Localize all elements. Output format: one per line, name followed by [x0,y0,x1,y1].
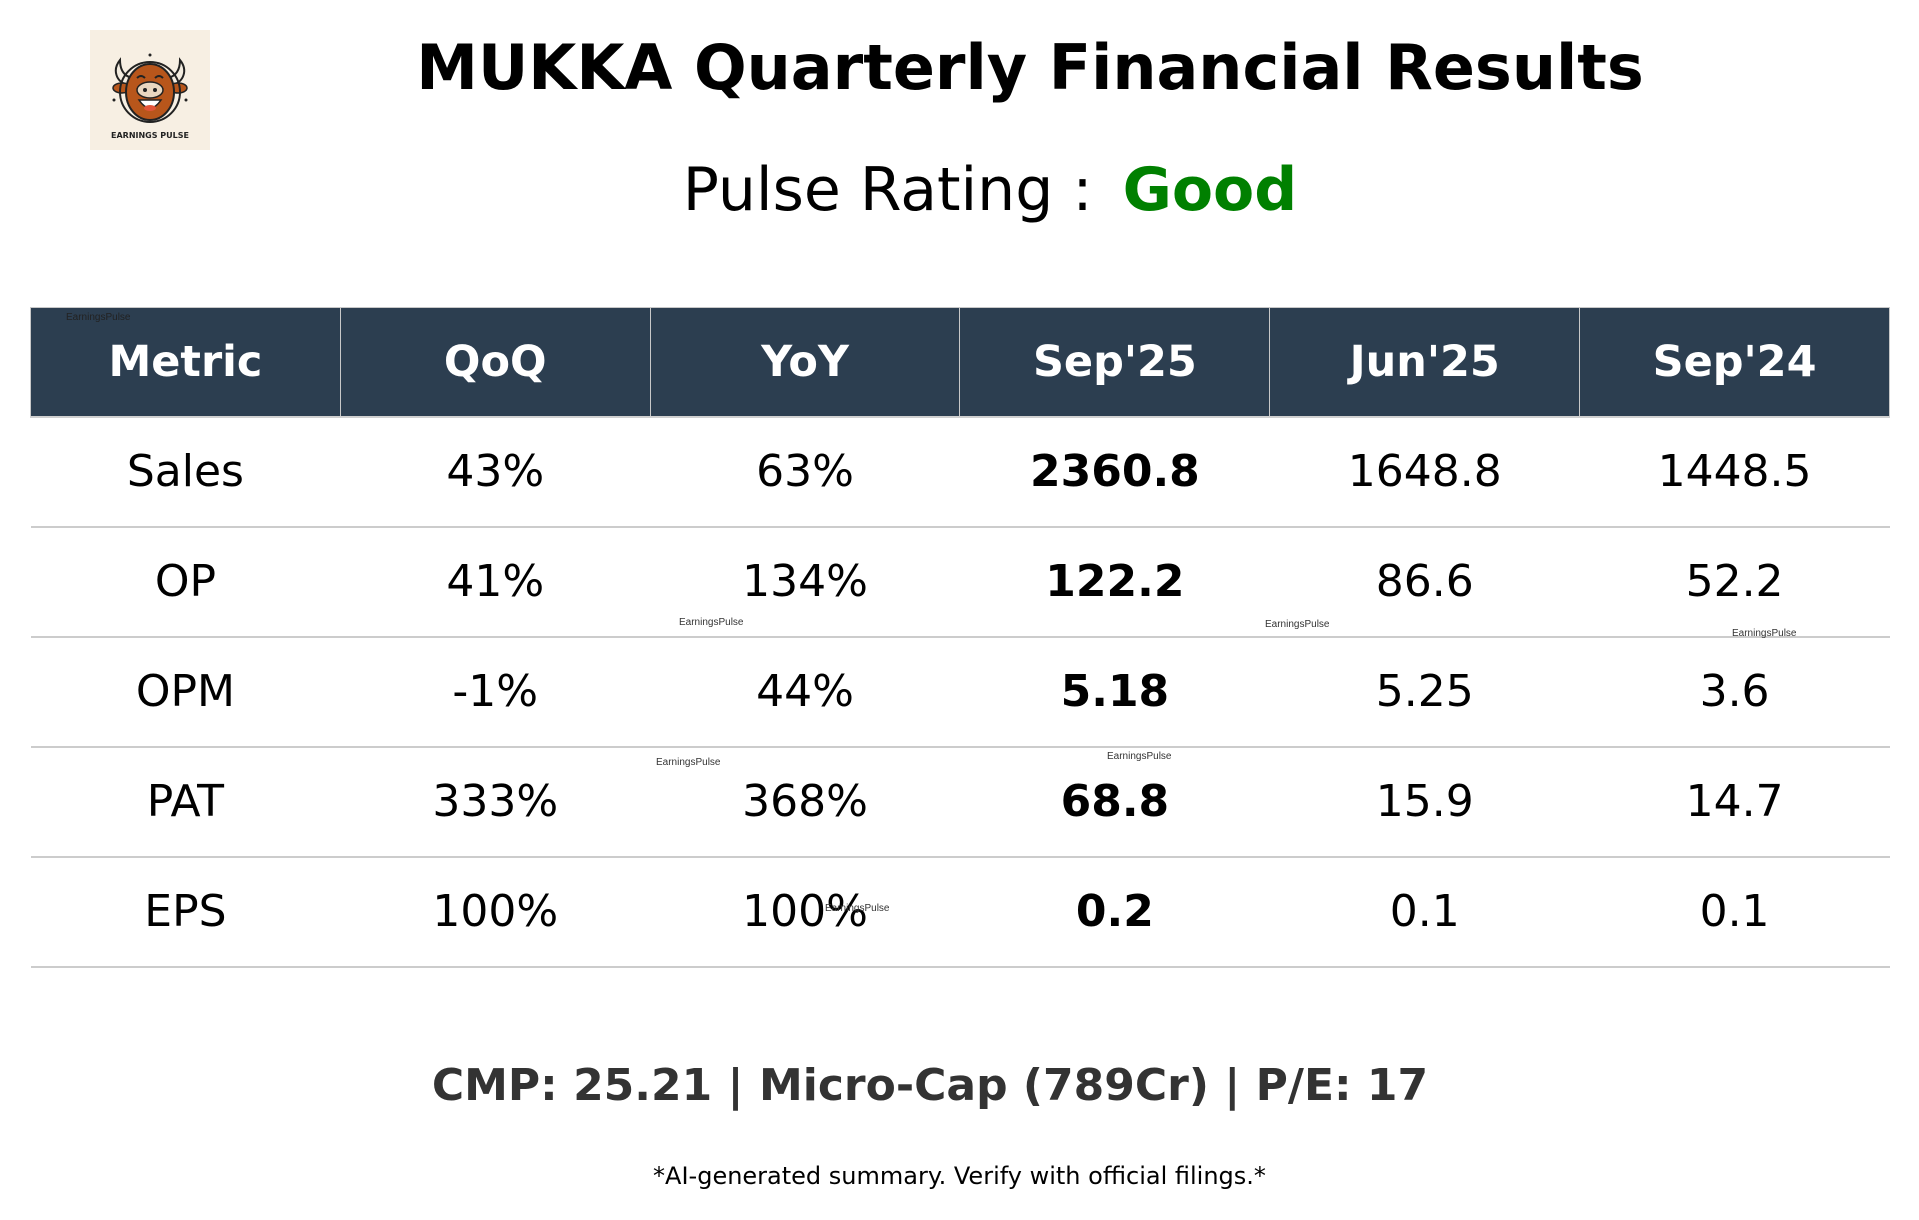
table-row: PAT 333% 368% 68.8 15.9 14.7 [30,746,1890,858]
metric-cell: Sales [30,416,341,528]
table-row: Sales 43% 63% 2360.8 1648.8 1448.5 [30,416,1890,528]
yoy-cell: 368% [650,746,960,858]
disclaimer: *AI-generated summary. Verify with offic… [653,1162,1266,1190]
metric-cell: PAT [30,746,341,858]
sep25-cell: 0.2 [959,856,1270,968]
watermark-text: EarningsPulse [66,312,131,323]
sep24-cell: 52.2 [1579,526,1890,638]
svg-text:EARNINGS PULSE: EARNINGS PULSE [111,131,189,140]
results-table: Metric QoQ YoY Sep'25 Jun'25 Sep'24 Sale… [30,307,1890,968]
jun25-cell: 5.25 [1269,636,1580,748]
sep25-cell: 2360.8 [959,416,1270,528]
pulse-rating-label: Pulse Rating : [682,155,1093,225]
market-summary: CMP: 25.21 | Micro-Cap (789Cr) | P/E: 17 [431,1060,1429,1111]
table-row: OP 41% 134% 122.2 86.6 52.2 [30,526,1890,638]
jun25-cell: 1648.8 [1269,416,1580,528]
table-row: OPM -1% 44% 5.18 5.25 3.6 [30,636,1890,748]
yoy-cell: 134% [650,526,960,638]
pulse-rating-value: Good [1122,155,1298,225]
column-header-jun25: Jun'25 [1269,307,1580,418]
sep24-cell: 3.6 [1579,636,1890,748]
metric-cell: OPM [30,636,341,748]
pulse-rating: Pulse Rating : Good [0,150,1919,230]
qoq-cell: 100% [340,856,651,968]
sep24-cell: 14.7 [1579,746,1890,858]
jun25-cell: 86.6 [1269,526,1580,638]
earnings-pulse-logo: EARNINGS PULSE [90,30,210,150]
column-header-sep24: Sep'24 [1579,307,1890,418]
sep25-cell: 68.8 [959,746,1270,858]
watermark-text: EarningsPulse [825,903,890,914]
metric-cell: EPS [30,856,341,968]
watermark-text: EarningsPulse [656,757,721,768]
sep25-cell: 5.18 [959,636,1270,748]
jun25-cell: 15.9 [1269,746,1580,858]
table-row: EPS 100% 100% 0.2 0.1 0.1 [30,856,1890,968]
qoq-cell: -1% [340,636,651,748]
watermark-text: EarningsPulse [679,617,744,628]
watermark-text: EarningsPulse [1732,628,1797,639]
yoy-cell: 100% [650,856,960,968]
watermark-text: EarningsPulse [1107,751,1172,762]
table-header-row: Metric QoQ YoY Sep'25 Jun'25 Sep'24 [30,307,1890,418]
sep25-cell: 122.2 [959,526,1270,638]
page-title: MUKKA Quarterly Financial Results [416,31,1644,104]
column-header-yoy: YoY [649,307,960,418]
metric-cell: OP [30,526,341,638]
jun25-cell: 0.1 [1269,856,1580,968]
sep24-cell: 1448.5 [1579,416,1890,528]
column-header-qoq: QoQ [339,307,651,418]
yoy-cell: 44% [650,636,960,748]
column-header-metric: Metric [30,307,341,418]
qoq-cell: 333% [340,746,651,858]
bull-mascot-icon: EARNINGS PULSE [90,30,210,150]
yoy-cell: 63% [650,416,960,528]
qoq-cell: 43% [340,416,651,528]
qoq-cell: 41% [340,526,651,638]
watermark-text: EarningsPulse [1265,619,1330,630]
column-header-sep25: Sep'25 [959,307,1270,418]
sep24-cell: 0.1 [1579,856,1890,968]
